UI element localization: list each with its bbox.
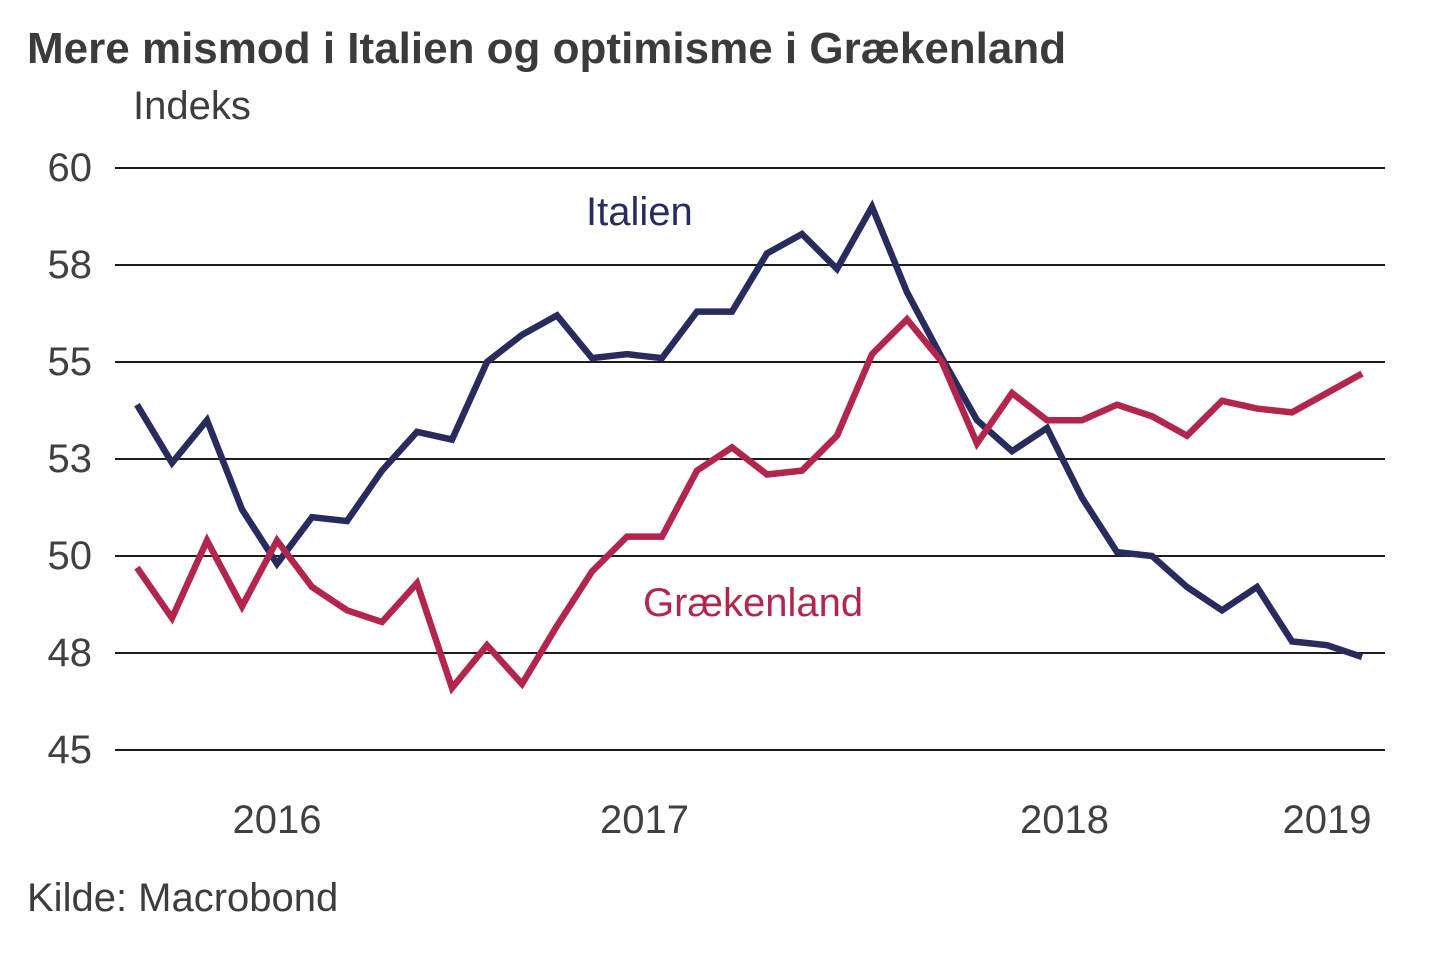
y-tick-label: 50 (47, 534, 93, 578)
x-tick-label: 2017 (600, 798, 689, 842)
series-label-graekenland: Grækenland (643, 581, 864, 625)
y-tick-label: 58 (47, 243, 93, 287)
y-tick-label: 60 (47, 146, 93, 190)
x-tick-label: 2018 (1020, 798, 1109, 842)
italy-line (134, 199, 1364, 660)
x-tick-label: 2019 (1282, 798, 1372, 842)
y-tick-label: 48 (47, 631, 93, 675)
greece-line (134, 314, 1364, 695)
series-label-italien: Italien (586, 190, 693, 234)
y-tick-label: 55 (47, 340, 93, 384)
x-tick-label: 2016 (232, 798, 322, 842)
chart-title: Mere mismod i Italien og optimisme i Græ… (27, 24, 1067, 73)
y-axis-unit-label: Indeks (133, 84, 251, 128)
source-label: Kilde: Macrobond (27, 876, 339, 920)
y-tick-label: 45 (47, 728, 93, 772)
y-tick-label: 53 (47, 437, 93, 481)
